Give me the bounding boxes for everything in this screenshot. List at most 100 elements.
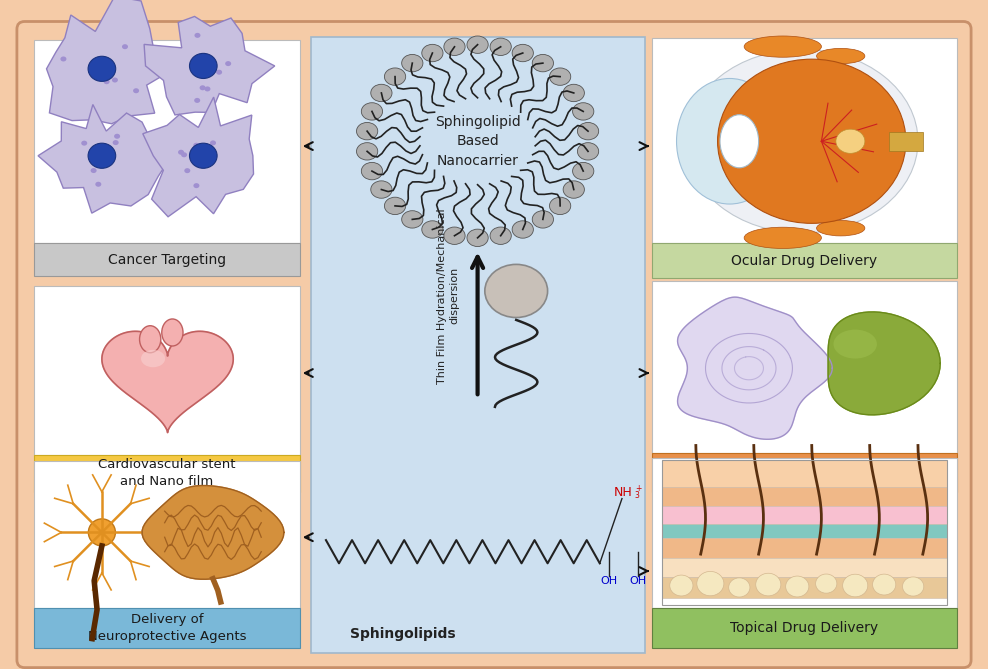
Ellipse shape [902, 577, 924, 596]
Ellipse shape [181, 153, 187, 157]
Text: NH: NH [615, 486, 633, 498]
Ellipse shape [200, 85, 206, 90]
Text: Sphingolipids: Sphingolipids [351, 627, 456, 641]
Ellipse shape [816, 221, 864, 236]
Ellipse shape [490, 227, 512, 244]
Ellipse shape [785, 576, 809, 597]
Polygon shape [39, 104, 172, 213]
Ellipse shape [195, 33, 201, 38]
Ellipse shape [512, 221, 534, 238]
Ellipse shape [533, 54, 553, 72]
Ellipse shape [139, 326, 161, 353]
Ellipse shape [81, 140, 87, 146]
Text: Oral Delivery of BCS-II Drugs: Oral Delivery of BCS-II Drugs [708, 466, 900, 479]
Ellipse shape [225, 61, 231, 66]
Ellipse shape [141, 350, 165, 367]
Bar [652, 38, 956, 243]
Ellipse shape [194, 183, 200, 188]
Ellipse shape [563, 84, 584, 102]
Polygon shape [102, 331, 233, 433]
Ellipse shape [194, 142, 200, 148]
Bar [652, 281, 956, 453]
Ellipse shape [549, 68, 571, 86]
Ellipse shape [422, 221, 443, 238]
Ellipse shape [100, 69, 106, 74]
Ellipse shape [756, 573, 781, 596]
Bar [662, 460, 947, 487]
Ellipse shape [467, 229, 488, 247]
Text: Ocular Drug Delivery: Ocular Drug Delivery [731, 254, 877, 268]
Bar [662, 524, 947, 538]
Ellipse shape [362, 163, 382, 180]
Text: OH: OH [601, 575, 618, 585]
Ellipse shape [444, 227, 465, 244]
Ellipse shape [573, 163, 594, 180]
FancyBboxPatch shape [17, 21, 971, 668]
Text: Delivery of
Neuroprotective Agents: Delivery of Neuroprotective Agents [88, 613, 246, 643]
Ellipse shape [91, 168, 97, 173]
Text: Cancer Targeting: Cancer Targeting [108, 253, 226, 267]
Ellipse shape [729, 578, 750, 597]
Ellipse shape [95, 182, 102, 187]
Bar [35, 243, 300, 276]
Ellipse shape [490, 38, 512, 56]
Bar [311, 37, 644, 653]
Polygon shape [142, 486, 284, 579]
Ellipse shape [357, 142, 377, 160]
Ellipse shape [816, 574, 837, 593]
Ellipse shape [573, 103, 594, 120]
Bar [662, 538, 947, 557]
Ellipse shape [216, 70, 222, 75]
Bar [662, 557, 947, 577]
Ellipse shape [834, 330, 877, 359]
Ellipse shape [563, 181, 584, 198]
Bar [662, 487, 947, 506]
Ellipse shape [370, 181, 392, 198]
Ellipse shape [687, 50, 918, 233]
Ellipse shape [88, 56, 116, 82]
Ellipse shape [872, 574, 896, 595]
Ellipse shape [133, 88, 139, 93]
Bar [662, 506, 947, 524]
Ellipse shape [88, 143, 116, 169]
Ellipse shape [717, 59, 906, 223]
Text: Thin Film Hydration/Mechanical
dispersion: Thin Film Hydration/Mechanical dispersio… [438, 208, 459, 383]
Ellipse shape [444, 38, 465, 56]
Text: OH: OH [629, 575, 647, 585]
Bar [652, 458, 956, 607]
Ellipse shape [113, 140, 119, 145]
Ellipse shape [577, 122, 599, 140]
Ellipse shape [195, 98, 201, 103]
Ellipse shape [485, 264, 547, 318]
Text: Sphingolipid
Based
Nanocarrier: Sphingolipid Based Nanocarrier [435, 115, 521, 168]
Ellipse shape [205, 86, 210, 92]
Ellipse shape [533, 211, 553, 228]
Bar [35, 455, 300, 492]
Ellipse shape [384, 68, 406, 86]
Bar [652, 243, 956, 278]
Ellipse shape [362, 103, 382, 120]
Ellipse shape [677, 78, 782, 204]
Ellipse shape [99, 153, 106, 159]
Ellipse shape [744, 227, 821, 248]
Bar [35, 607, 300, 648]
Bar [889, 132, 923, 151]
Ellipse shape [402, 211, 423, 228]
Ellipse shape [422, 44, 443, 62]
Ellipse shape [122, 44, 128, 50]
Bar [35, 461, 300, 607]
Ellipse shape [577, 142, 599, 160]
Polygon shape [678, 297, 832, 440]
Ellipse shape [670, 575, 693, 596]
Ellipse shape [357, 122, 377, 140]
Ellipse shape [384, 197, 406, 215]
Ellipse shape [402, 54, 423, 72]
Ellipse shape [210, 140, 216, 145]
Polygon shape [144, 17, 275, 115]
Bar [652, 453, 956, 492]
Ellipse shape [697, 571, 724, 596]
Ellipse shape [816, 48, 864, 64]
Ellipse shape [190, 54, 217, 78]
Ellipse shape [162, 319, 183, 346]
Text: $_3^+$: $_3^+$ [633, 484, 643, 502]
